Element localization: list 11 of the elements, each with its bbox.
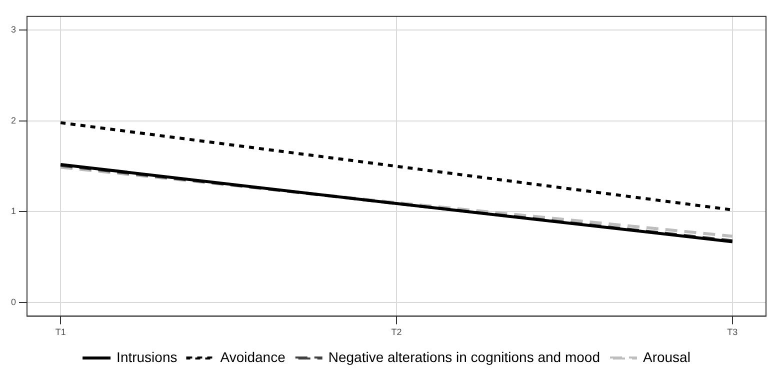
y-tick-label: 0 bbox=[10, 297, 16, 308]
legend-label: Negative alterations in cognitions and mood bbox=[328, 348, 600, 365]
y-tick-label: 3 bbox=[10, 24, 16, 35]
legend-label: Intrusions bbox=[116, 348, 178, 365]
x-tick-label: T3 bbox=[727, 327, 738, 338]
x-tick-label: T1 bbox=[55, 327, 66, 338]
legend-label: Arousal bbox=[642, 348, 690, 365]
x-tick-label: T2 bbox=[391, 327, 402, 338]
legend-label: Avoidance bbox=[220, 348, 286, 365]
y-tick-label: 2 bbox=[10, 115, 16, 126]
y-tick-label: 1 bbox=[10, 206, 16, 216]
